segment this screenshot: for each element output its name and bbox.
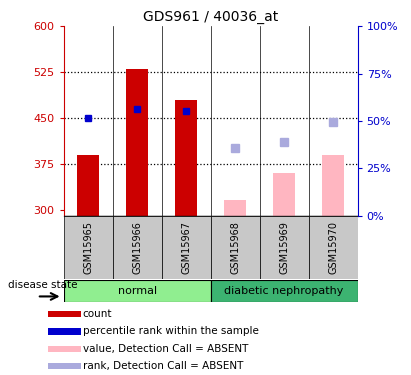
Bar — [175, 99, 197, 216]
Text: GSM15970: GSM15970 — [328, 221, 338, 274]
Bar — [309, 216, 358, 279]
Text: GSM15969: GSM15969 — [279, 221, 289, 274]
Bar — [260, 216, 309, 279]
Bar — [211, 280, 358, 302]
Text: GSM15967: GSM15967 — [181, 221, 191, 274]
Text: count: count — [83, 309, 112, 319]
Bar — [64, 216, 113, 279]
Bar — [48, 363, 81, 369]
Bar — [273, 173, 295, 216]
Bar — [77, 154, 99, 216]
Text: value, Detection Call = ABSENT: value, Detection Call = ABSENT — [83, 344, 248, 354]
Bar — [224, 200, 246, 216]
Bar — [211, 216, 260, 279]
Text: disease state: disease state — [8, 280, 78, 290]
Text: GSM15966: GSM15966 — [132, 221, 142, 274]
Bar — [113, 216, 162, 279]
Text: percentile rank within the sample: percentile rank within the sample — [83, 327, 259, 336]
Bar — [126, 69, 148, 216]
Bar — [48, 346, 81, 352]
Bar — [64, 280, 210, 302]
Title: GDS961 / 40036_at: GDS961 / 40036_at — [143, 10, 278, 24]
Text: GSM15965: GSM15965 — [83, 221, 93, 274]
Bar — [48, 328, 81, 334]
Text: normal: normal — [118, 286, 157, 296]
Bar — [322, 154, 344, 216]
Text: diabetic nephropathy: diabetic nephropathy — [224, 286, 344, 296]
Bar — [48, 311, 81, 317]
Bar — [162, 216, 211, 279]
Text: GSM15968: GSM15968 — [230, 221, 240, 274]
Text: rank, Detection Call = ABSENT: rank, Detection Call = ABSENT — [83, 361, 243, 371]
